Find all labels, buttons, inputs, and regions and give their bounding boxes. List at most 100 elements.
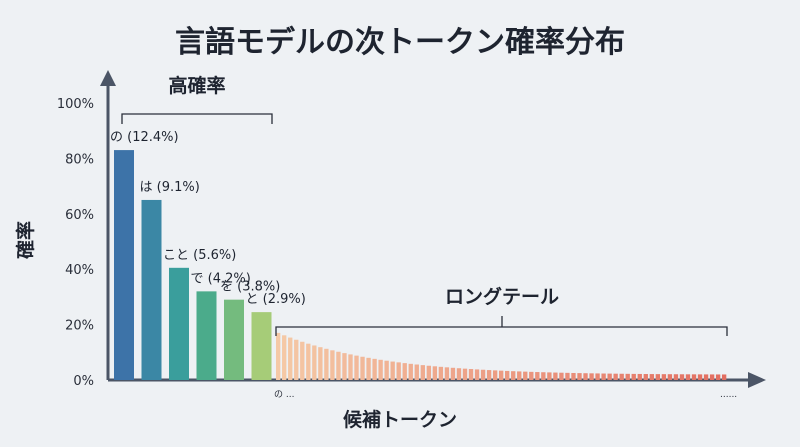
tail-bar: [330, 350, 335, 380]
tail-bar: [553, 372, 558, 380]
head-bars: の (12.4%) は (9.1%) こと (5.6%) で (4.2%)を (3.8…: [110, 130, 306, 380]
tail-bar: [450, 367, 456, 380]
tail-bar: [402, 363, 407, 380]
x-axis-title: 候補トークン: [343, 408, 457, 431]
tail-bar: [631, 373, 636, 380]
axes: 0% 20% 40% 60% 80% 100%: [57, 70, 766, 389]
tail-last-tick: ......: [720, 390, 737, 400]
bar-data-label: の (12.4%): [110, 130, 179, 145]
tail-bar: [529, 371, 534, 380]
tail-bar: [691, 374, 697, 380]
tail-bar: [715, 374, 721, 380]
tail-bar: [589, 373, 594, 380]
y-tick-label: 80%: [65, 152, 94, 167]
tail-bar: [685, 374, 691, 380]
tail-bar: [679, 374, 685, 380]
tail-bar: [366, 357, 371, 380]
group-brackets: 高確率 ロングテール: [121, 74, 728, 336]
bar-data-label: は (9.1%): [140, 180, 200, 195]
tail-bar: [492, 370, 498, 380]
tail-bar: [595, 373, 600, 380]
tail-bar: [276, 332, 281, 380]
tail-bar: [619, 373, 624, 380]
tail-bar: [426, 365, 432, 380]
y-tick-label: 20%: [65, 319, 94, 334]
head-bar: [169, 267, 189, 380]
tail-first-tick: の ...: [274, 390, 294, 400]
tail-bar: [414, 364, 419, 380]
tail-bar: [486, 370, 492, 380]
head-group-label: 高確率: [168, 74, 225, 97]
tail-bar: [559, 372, 564, 380]
tail-bar: [444, 367, 450, 380]
tail-group-label: ロングテール: [445, 285, 559, 308]
x-axis-arrow: [748, 372, 766, 388]
y-axis-title: 確率: [14, 221, 37, 259]
tail-bar: [583, 373, 588, 380]
tail-bar: [378, 359, 383, 380]
tail-bar: [667, 374, 673, 380]
tail-bar: [462, 368, 468, 380]
bar-data-label: を (3.8%): [220, 280, 280, 295]
y-axis-arrow: [100, 70, 116, 86]
tail-bars: の .........: [274, 332, 737, 400]
tail-bar: [342, 353, 347, 380]
tail-bar: [360, 356, 365, 380]
tail-bar: [390, 361, 395, 380]
tail-bar: [408, 363, 413, 380]
tail-bar: [547, 372, 552, 380]
tail-bar: [336, 351, 341, 380]
chart-title: 言語モデルの次トークン確率分布: [175, 25, 625, 60]
y-tick-label: 100%: [57, 97, 94, 112]
tail-bar: [523, 371, 528, 380]
tail-bar: [288, 337, 293, 380]
bar-data-label: こと (5.6%): [163, 248, 236, 263]
tail-bar: [300, 341, 305, 380]
tail-bar: [601, 373, 606, 380]
tail-bar: [709, 374, 715, 380]
tail-bar: [432, 366, 438, 380]
tail-bar: [541, 372, 546, 380]
tail-bar: [721, 374, 727, 380]
tail-bar: [505, 370, 510, 380]
tail-bar: [324, 348, 329, 380]
tail-bracket: [275, 316, 728, 336]
head-bar: [251, 312, 272, 380]
head-bar: [224, 299, 244, 380]
tail-bar: [673, 374, 679, 380]
tail-bar: [396, 362, 401, 380]
tail-bar: [643, 374, 648, 380]
tail-bar: [607, 373, 612, 380]
tail-bar: [613, 373, 618, 380]
tail-bar: [577, 373, 582, 380]
head-bar: [114, 150, 134, 380]
tail-bar: [306, 343, 311, 380]
tail-bar: [480, 369, 486, 380]
tail-bar: [468, 369, 474, 380]
tail-bar: [535, 372, 540, 380]
tail-bar: [372, 358, 377, 380]
tail-bar: [348, 354, 353, 380]
tail-bar: [637, 373, 642, 380]
tail-bar: [655, 374, 661, 380]
tail-bar: [420, 365, 425, 380]
tail-bar: [438, 366, 444, 380]
tail-bar: [625, 373, 630, 380]
tail-bar: [511, 371, 516, 380]
tail-bar: [354, 355, 359, 380]
tail-bar: [312, 345, 317, 380]
tail-bar: [282, 335, 287, 380]
tail-bar: [661, 374, 667, 380]
tail-bar: [456, 368, 462, 380]
y-tick-label: 40%: [65, 263, 94, 278]
tail-bar: [571, 372, 576, 380]
head-bar: [141, 199, 162, 380]
tail-bar: [517, 371, 522, 380]
head-bracket: [121, 113, 273, 124]
tail-bar: [294, 339, 299, 380]
tail-bar: [318, 347, 323, 380]
tail-bar: [498, 370, 504, 380]
head-bar: [196, 291, 217, 380]
bar-data-label: と (2.9%): [246, 292, 306, 307]
